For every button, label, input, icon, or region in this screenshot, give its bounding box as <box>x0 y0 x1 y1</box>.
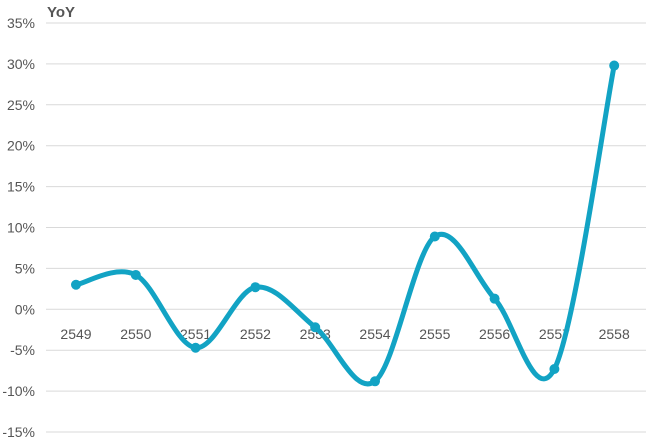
y-tick-label: 15% <box>7 179 35 195</box>
x-tick-label: 2549 <box>60 326 91 342</box>
y-tick-label: -10% <box>2 383 35 399</box>
data-point <box>370 376 380 387</box>
data-point <box>609 60 620 71</box>
data-point <box>130 269 141 280</box>
x-tick-label: 2550 <box>120 326 151 342</box>
y-tick-label: 35% <box>7 15 35 31</box>
y-tick-label: -5% <box>10 342 35 358</box>
y-tick-label: -15% <box>2 424 35 440</box>
data-point <box>71 279 81 290</box>
data-point <box>190 342 201 353</box>
x-axis-ticks: 2549 2550 2551 2552 2553 2554 2555 2556 2557 2558 <box>60 326 630 342</box>
y-tick-label: 5% <box>15 260 35 276</box>
series-points <box>71 60 620 387</box>
series-line <box>73 63 617 387</box>
y-tick-label: 25% <box>7 97 35 113</box>
y-tick-label: 20% <box>7 138 35 154</box>
gridlines <box>46 22 646 433</box>
y-tick-label: 10% <box>7 220 35 236</box>
data-point <box>489 293 500 304</box>
data-point <box>549 364 560 375</box>
data-point <box>250 282 261 293</box>
x-tick-label: 2556 <box>479 326 510 342</box>
y-axis-ticks: -15% -10% -5% 0% 5% 10% 15% 20% 25% 30% 35% <box>2 15 35 440</box>
x-tick-label: 2555 <box>419 326 450 342</box>
y-tick-label: 0% <box>15 301 35 317</box>
x-tick-label: 2552 <box>240 326 271 342</box>
data-point <box>429 231 440 242</box>
x-tick-label: 2554 <box>359 326 390 342</box>
chart-title: YoY <box>47 4 75 21</box>
y-tick-label: 30% <box>7 56 35 72</box>
x-tick-label: 2558 <box>599 326 630 342</box>
x-tick-label: 2551 <box>180 326 211 342</box>
data-point <box>310 322 321 333</box>
